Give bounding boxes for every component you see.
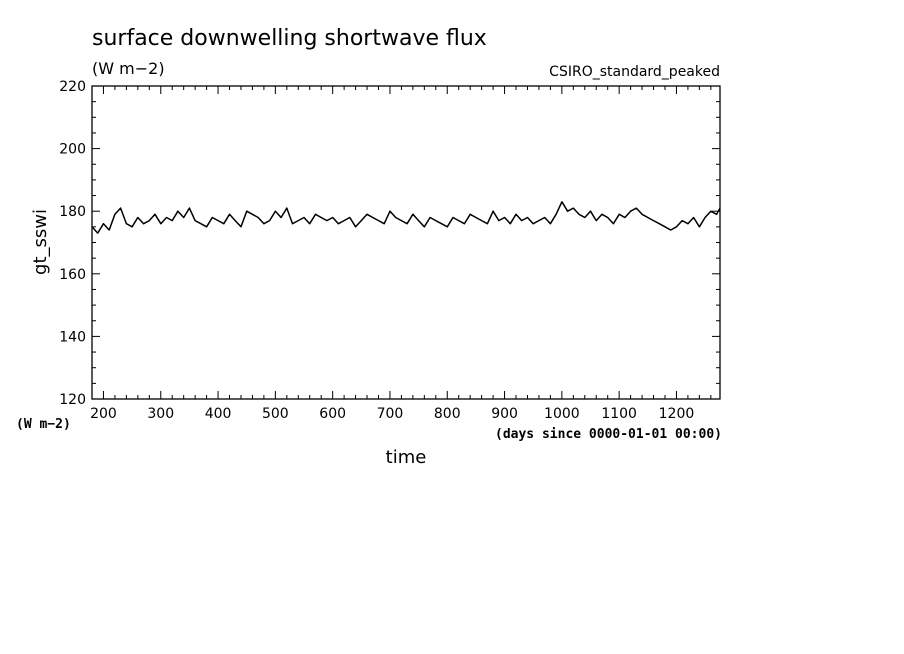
x-tick-label: 800 bbox=[434, 406, 461, 422]
y-axis: 120 140 160 180 200 220 bbox=[59, 79, 720, 408]
y-tick-label: 180 bbox=[59, 204, 86, 220]
plot-frame bbox=[91, 85, 721, 400]
x-tick-label: 300 bbox=[147, 406, 174, 422]
x-tick-label: 900 bbox=[491, 406, 518, 422]
x-units-label: (days since 0000-01-01 00:00) bbox=[495, 427, 722, 442]
y-tick-label: 160 bbox=[59, 267, 86, 283]
chart-units-label: (W m−2) bbox=[92, 59, 165, 78]
x-tick-label: 400 bbox=[205, 406, 232, 422]
series-line bbox=[91, 201, 721, 234]
y-tick-label: 220 bbox=[59, 79, 86, 95]
x-tick-label: 200 bbox=[90, 406, 117, 422]
x-axis: 200 300 400 500 600 700 800 900 1000 1100 1200 bbox=[90, 86, 712, 422]
dataset-label: CSIRO_standard_peaked bbox=[549, 64, 720, 80]
x-tick-label: 1200 bbox=[659, 406, 695, 422]
x-tick-label: 500 bbox=[262, 406, 289, 422]
y-tick-label: 140 bbox=[59, 329, 86, 345]
y-tick-label: 200 bbox=[59, 142, 86, 158]
y-axis-title: gt_sswi bbox=[30, 209, 51, 275]
y-units-label: (W m−2) bbox=[16, 417, 71, 432]
x-tick-label: 600 bbox=[319, 406, 346, 422]
x-tick-label: 1100 bbox=[601, 406, 637, 422]
x-tick-label: 1000 bbox=[544, 406, 580, 422]
x-axis-title: time bbox=[386, 447, 427, 468]
y-tick-label: 120 bbox=[59, 392, 86, 408]
chart-title: surface downwelling shortwave flux bbox=[92, 26, 487, 51]
x-tick-label: 700 bbox=[377, 406, 404, 422]
